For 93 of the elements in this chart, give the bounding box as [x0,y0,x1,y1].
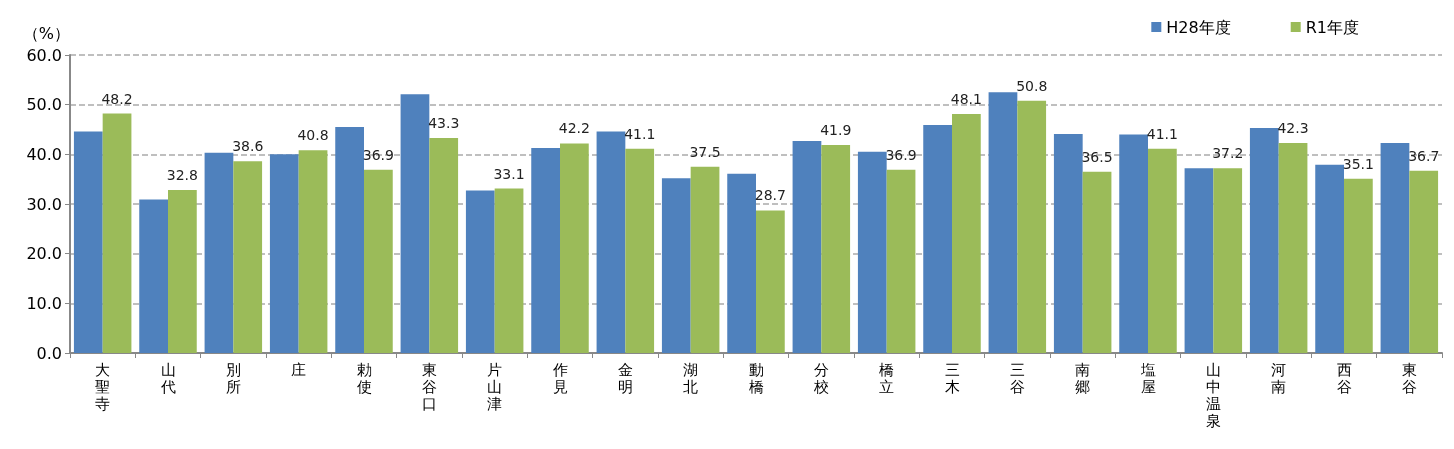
data-label: 32.8 [166,167,198,184]
bar [465,190,495,353]
data-label: 43.3 [428,114,460,131]
bar [139,199,168,353]
x-tick-label: 湖北 [683,360,699,396]
y-tick-label: 30.0 [26,194,62,214]
data-label: 40.8 [297,127,329,144]
x-tick-label: 金明 [617,360,633,396]
bar [269,154,299,353]
data-label: 50.8 [1016,77,1048,94]
data-label: 35.1 [1342,155,1374,172]
data-label: 38.6 [232,138,264,155]
bar [756,210,785,353]
bar [73,131,103,353]
y-tick-label: 0.0 [36,343,62,363]
bar [1184,168,1214,353]
bar [1213,168,1243,353]
y-axis-title: （%） [22,23,70,43]
bar [1249,128,1279,353]
x-tick-label: 南郷 [1075,360,1091,396]
bar [923,125,952,353]
bar [690,166,720,353]
bar [335,127,364,353]
data-label: 42.2 [558,120,590,137]
data-label: 41.1 [624,125,656,142]
x-tick-label: 三木 [944,360,960,396]
x-tick-label: 西谷 [1336,360,1352,396]
y-tick-label: 40.0 [26,144,62,164]
bar [727,173,756,353]
bar [1017,100,1047,353]
x-tick-label: 三谷 [1009,360,1025,396]
bar [1053,133,1083,353]
x-tick-label: 大聖寺 [95,360,111,413]
bar [661,178,691,353]
x-tick-label: 山代 [159,360,176,396]
bar [233,161,263,353]
x-tick-label: 作見 [551,360,568,396]
bar [1409,170,1439,353]
data-label: 42.3 [1277,119,1309,136]
bar [821,144,851,353]
data-label: 37.5 [689,143,721,160]
x-tick-label: 別所 [225,360,241,396]
bar [886,169,916,353]
bar [1278,142,1308,353]
bar [168,190,197,353]
x-tick-label: 片山津 [487,360,503,413]
x-tick-label: 東谷口 [421,360,437,413]
x-tick-label: 分校 [812,360,829,396]
bar [400,94,430,353]
x-tick-label: 勅使 [356,360,372,396]
y-tick-label: 10.0 [26,293,62,313]
bar [1148,148,1177,353]
bar [1315,164,1344,353]
bar [857,151,887,353]
data-label: 48.2 [101,90,133,107]
bar [429,137,459,353]
x-tick-label: 塩屋 [1139,360,1156,396]
bar [494,188,524,353]
bar [204,152,234,353]
data-label: 36.5 [1081,148,1113,165]
bar [952,114,981,353]
data-label: 37.2 [1212,145,1244,162]
bar [1119,134,1148,353]
bar [988,92,1018,353]
bar [560,143,589,353]
data-label: 33.1 [493,165,525,182]
bar [596,131,626,353]
x-tick-label: 山中温泉 [1205,360,1221,430]
data-label: 36.9 [362,146,394,163]
x-tick-label: 東谷 [1401,360,1417,396]
legend-label: R1年度 [1305,17,1359,37]
y-tick-label: 50.0 [26,95,62,115]
bar [364,169,393,353]
legend-label: H28年度 [1166,17,1231,37]
bar [1344,178,1373,353]
x-tick-label: 橋立 [879,360,895,396]
x-tick-label: 庄 [291,360,307,379]
bar [102,113,132,353]
y-tick-label: 60.0 [26,45,62,65]
data-label: 41.1 [1146,125,1178,142]
data-label: 41.9 [820,121,852,138]
data-label: 36.9 [885,146,917,163]
data-label: 36.7 [1408,147,1440,164]
x-tick-label: 河南 [1271,360,1287,396]
bar [1082,171,1112,353]
data-label: 48.1 [950,91,982,108]
bar [1380,142,1410,353]
bar [625,148,655,353]
y-tick-label: 20.0 [26,244,62,264]
bar [298,150,328,353]
bar [531,147,560,353]
bar [792,140,822,353]
x-tick-label: 動橋 [748,360,764,396]
